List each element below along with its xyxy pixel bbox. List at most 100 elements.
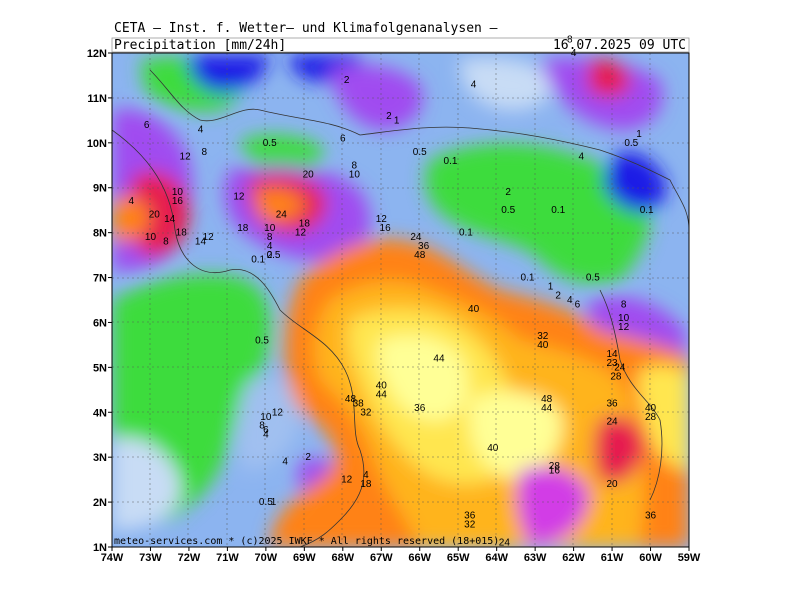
contour-label: 0.5 <box>624 138 638 149</box>
contour-label: 16 <box>172 196 184 207</box>
contour-label: 2 <box>555 291 561 302</box>
lon-tick-label: 59W <box>678 552 701 564</box>
contour-label: 0.1 <box>444 156 458 167</box>
contour-label: 2 <box>505 187 511 198</box>
contour-label: 8 <box>352 160 358 171</box>
contour-label: 12 <box>180 151 192 162</box>
lat-tick-label: 9N <box>93 183 107 195</box>
contour-label: 1 <box>271 497 277 508</box>
lon-tick-label: 61W <box>601 552 624 564</box>
contour-label: 12 <box>376 214 388 225</box>
contour-label: 4 <box>579 151 585 162</box>
contour-label: 36 <box>418 241 430 252</box>
lon-tick-label: 64W <box>485 552 508 564</box>
contour-label: 36 <box>607 398 619 409</box>
precip-field <box>112 53 689 547</box>
contour-label: 18 <box>299 219 311 230</box>
contour-label: 0.1 <box>640 205 654 216</box>
contour-label: 48 <box>345 394 357 405</box>
contour-label: 28 <box>645 412 657 423</box>
contour-label: 32 <box>360 407 372 418</box>
lat-tick-label: 6N <box>93 317 107 329</box>
latitude-axis: 1N 2N 3N 4N 5N 6N 7N 8N 9N 10N 11N 12N <box>87 48 112 554</box>
contour-label: 8 <box>202 147 208 158</box>
contour-label: 8 <box>163 237 169 248</box>
contour-label: 40 <box>537 340 549 351</box>
contour-label: 4 <box>471 79 477 90</box>
header-source: CETA — Inst. f. Wetter— und Klimafolgena… <box>114 21 498 36</box>
contour-label: 40 <box>468 304 480 315</box>
contour-label: 12 <box>295 228 307 239</box>
contour-label: 2 <box>305 452 311 463</box>
contour-label: 0.5 <box>255 335 269 346</box>
contour-label: 36 <box>414 403 426 414</box>
lon-tick-label: 62W <box>562 552 585 564</box>
contour-label: 48 <box>541 394 553 405</box>
lat-tick-label: 8N <box>93 228 107 240</box>
lat-tick-label: 3N <box>93 452 107 464</box>
coastlines <box>112 69 689 547</box>
contour-label: 2 <box>267 250 273 261</box>
contour-label: 1 <box>636 129 642 140</box>
contour-label: 16 <box>549 466 561 477</box>
contour-label: 4 <box>363 470 369 481</box>
contour-label: 24 <box>607 416 619 427</box>
contour-label: 20 <box>149 210 161 221</box>
contour-label: 0.5 <box>501 205 515 216</box>
contour-label: 18 <box>176 228 188 239</box>
lon-tick-label: 60W <box>639 552 662 564</box>
contour-label: 24 <box>410 232 422 243</box>
contour-label: 28 <box>549 461 561 472</box>
longitude-axis: 74W 73W 72W 71W 70W 69W 68W 67W 66W 65W 64W 63W 62W 6… <box>101 547 701 564</box>
lon-tick-label: 66W <box>408 552 431 564</box>
contour-label: 10 <box>618 313 630 324</box>
contour-label: 2 <box>344 75 350 86</box>
lon-tick-label: 74W <box>101 552 124 564</box>
contour-label: 12 <box>618 322 630 333</box>
contour-label: 0.5 <box>259 497 273 508</box>
contour-label: 8 <box>259 421 265 432</box>
lon-tick-label: 65W <box>447 552 470 564</box>
contour-label: 8 <box>267 232 273 243</box>
contour-label: 44 <box>376 389 388 400</box>
contour-label: 18 <box>360 479 372 490</box>
lon-tick-label: 69W <box>293 552 316 564</box>
lon-tick-label: 71W <box>216 552 239 564</box>
contour-label: 24 <box>614 362 626 373</box>
lat-tick-label: 4N <box>93 407 107 419</box>
lon-tick-label: 68W <box>331 552 354 564</box>
contour-label: 40 <box>645 403 657 414</box>
contour-label: 20 <box>303 169 315 180</box>
footer-copyright: meteo-services.com * (c)2025 IWKF * All … <box>114 536 499 547</box>
contour-label: 12 <box>341 475 353 486</box>
contour-label: 40 <box>487 443 499 454</box>
contour-label: 1 <box>548 282 554 293</box>
contour-label: 12 <box>203 232 215 243</box>
contour-label: 4 <box>567 295 573 306</box>
header-parameter: Precipitation [mm/24h] <box>114 38 286 53</box>
lat-tick-label: 10N <box>87 138 107 150</box>
contour-label: 14 <box>607 349 619 360</box>
contour-label: 0.5 <box>263 138 277 149</box>
contour-label: 0.1 <box>551 205 565 216</box>
contour-label: 4 <box>128 196 134 207</box>
lon-tick-label: 63W <box>524 552 547 564</box>
contour-label: 18 <box>237 223 249 234</box>
contour-label: 32 <box>537 331 549 342</box>
contour-label: 14 <box>164 214 176 225</box>
contour-label: 44 <box>433 353 445 364</box>
contour-label: 32 <box>464 520 476 531</box>
lon-tick-label: 72W <box>178 552 201 564</box>
contour-label: 0.1 <box>520 273 534 284</box>
contour-label: 6 <box>340 133 346 144</box>
contour-label: 28 <box>610 371 622 382</box>
contour-label: 1 <box>394 115 400 126</box>
lat-tick-label: 7N <box>93 273 107 285</box>
contour-label: 36 <box>464 511 476 522</box>
contour-label: 44 <box>541 403 553 414</box>
contour-label: 4 <box>263 430 269 441</box>
contour-label: 0.5 <box>586 273 600 284</box>
contour-label: 4 <box>267 241 273 252</box>
